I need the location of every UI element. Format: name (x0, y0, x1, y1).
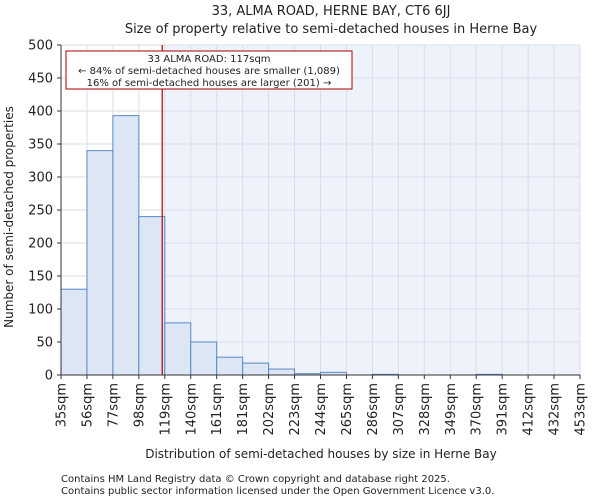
x-tick-label: 328sqm (418, 383, 433, 436)
y-tick-label: 0 (45, 369, 53, 384)
y-tick-label: 150 (28, 270, 53, 285)
chart-title: 33, ALMA ROAD, HERNE BAY, CT6 6JJ (212, 4, 451, 19)
annotation-line-3: 16% of semi-detached houses are larger (… (87, 78, 332, 89)
x-tick-label: 98sqm (132, 383, 147, 427)
annotation-box (65, 50, 353, 90)
annotation-line-1: 33 ALMA ROAD: 117sqm (147, 54, 270, 65)
y-axis-label: Number of semi-detached properties (2, 106, 16, 328)
x-tick-label: 412sqm (522, 383, 537, 436)
x-tick-label: 181sqm (236, 383, 251, 436)
bar (112, 115, 140, 376)
bar (268, 368, 296, 376)
x-tick-label: 370sqm (470, 383, 485, 436)
x-tick-label: 432sqm (548, 383, 563, 436)
x-ticks: 35sqm 56sqm 77sqm 98sqm 119sqm 140sqm 161sqm 18… (55, 375, 589, 436)
y-tick-label: 50 (36, 336, 53, 351)
x-tick-label: 161sqm (210, 383, 225, 436)
y-tick-label: 400 (28, 105, 53, 120)
bar (216, 356, 244, 376)
y-tick-label: 500 (28, 39, 53, 54)
y-tick-label: 450 (28, 72, 53, 87)
bar (164, 322, 192, 376)
marker-annotation: 33 ALMA ROAD: 117sqm ← 84% of semi-detac… (65, 50, 353, 90)
x-tick-label: 119sqm (158, 383, 173, 436)
bar (60, 288, 88, 376)
x-tick-label: 223sqm (288, 383, 303, 436)
x-tick-label: 453sqm (574, 383, 589, 436)
footer-line-1: Contains HM Land Registry data © Crown c… (61, 474, 450, 485)
x-tick-label: 286sqm (366, 383, 381, 436)
y-tick-label: 250 (28, 204, 53, 219)
x-tick-label: 35sqm (55, 383, 70, 427)
bars (60, 115, 503, 376)
x-axis-label: Distribution of semi-detached houses by … (145, 447, 497, 461)
x-tick-label: 349sqm (444, 383, 459, 436)
bar (190, 341, 218, 376)
x-tick-label: 391sqm (496, 383, 511, 436)
footer-line-2: Contains public sector information licen… (61, 486, 494, 497)
x-tick-label: 244sqm (314, 383, 329, 436)
chart-subtitle: Size of property relative to semi-detach… (125, 22, 538, 37)
y-tick-label: 300 (28, 171, 53, 186)
x-tick-label: 202sqm (262, 383, 277, 436)
bar (138, 216, 166, 376)
x-tick-label: 307sqm (392, 383, 407, 436)
annotation-line-2: ← 84% of semi-detached houses are smalle… (78, 66, 340, 77)
bar (242, 362, 270, 376)
y-tick-label: 100 (28, 303, 53, 318)
bar (86, 150, 114, 376)
x-tick-label: 77sqm (106, 383, 121, 427)
y-ticks: 0 50 100 150 200 250 300 350 400 450 500 (28, 39, 61, 384)
x-tick-label: 140sqm (184, 383, 199, 436)
x-tick-label: 265sqm (340, 383, 355, 436)
x-tick-label: 56sqm (80, 383, 95, 427)
y-tick-label: 350 (28, 138, 53, 153)
y-tick-label: 200 (28, 237, 53, 252)
